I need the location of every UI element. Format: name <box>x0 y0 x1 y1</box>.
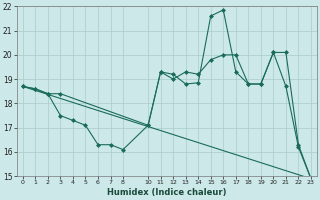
X-axis label: Humidex (Indice chaleur): Humidex (Indice chaleur) <box>107 188 227 197</box>
